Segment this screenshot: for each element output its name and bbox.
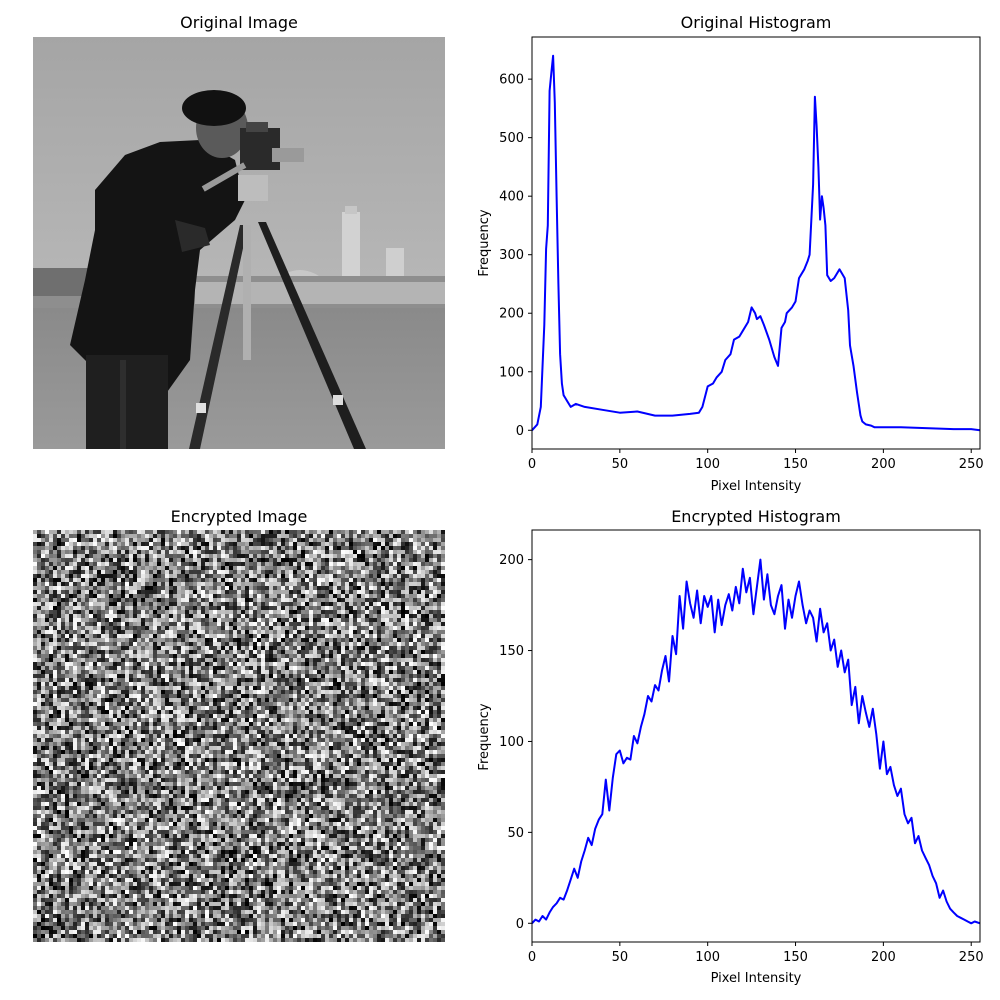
encrypted-histogram-frame [531, 529, 981, 943]
original-histogram-series-line [531, 54, 981, 432]
encrypted-histogram-ytick-label: 50 [507, 826, 524, 841]
encrypted-histogram-ytick-label: 150 [499, 644, 524, 659]
encrypted-histogram-title: Encrypted Histogram [671, 507, 841, 526]
encrypted-histogram-plot-area: 0 50 100 150 200 250 0 50 100 150 200 [499, 553, 983, 965]
original-histogram-ylabel: Frequency [477, 209, 492, 276]
tower [342, 212, 360, 284]
encrypted-histogram-xlabel: Pixel Intensity [711, 971, 802, 986]
encrypted-histogram-ytick-label: 100 [499, 735, 524, 750]
original-histogram-ytick-label: 600 [499, 73, 524, 88]
original-histogram-xtick-label: 100 [695, 457, 720, 472]
encrypted-histogram-xtick-label: 100 [695, 950, 720, 965]
encrypted-histogram-xtick-label: 250 [959, 950, 984, 965]
encrypted-histogram-series-line [531, 558, 981, 925]
encrypted-histogram-xtick-label: 150 [783, 950, 808, 965]
original-histogram-title: Original Histogram [681, 13, 832, 32]
original-image-title: Original Image [180, 13, 298, 32]
original-histogram-ytick-label: 300 [499, 248, 524, 263]
tripod-leg [189, 225, 248, 449]
encrypted-image-panel: Encrypted Image [33, 507, 445, 942]
original-histogram-ytick-label: 400 [499, 190, 524, 205]
original-histogram-ytick-label: 100 [499, 365, 524, 380]
encrypted-image [33, 530, 445, 942]
encrypted-histogram-ylabel: Frequency [477, 703, 492, 770]
original-histogram-plot-area: 0 50 100 150 200 250 0 100 200 300 400 500 600 [499, 54, 984, 472]
encrypted-histogram-ytick-label: 200 [499, 553, 524, 568]
original-histogram-ytick-label: 0 [516, 424, 524, 439]
encrypted-histogram-ytick-label: 0 [516, 917, 524, 932]
original-histogram-xtick-label: 50 [612, 457, 629, 472]
original-histogram-xtick-label: 150 [783, 457, 808, 472]
man-coat [70, 140, 245, 395]
original-histogram-xtick-label: 0 [528, 457, 536, 472]
original-histogram-xtick-label: 250 [959, 457, 984, 472]
encrypted-histogram-xtick-label: 0 [528, 950, 536, 965]
original-histogram-ytick-label: 500 [499, 131, 524, 146]
encrypted-histogram-panel: Encrypted Histogram 0 50 100 150 200 250 0 50 10… [477, 507, 984, 986]
original-histogram-xtick-label: 200 [871, 457, 896, 472]
original-image-panel: Original Image [33, 13, 445, 449]
original-histogram-frame [531, 36, 981, 450]
original-histogram-ytick-label: 200 [499, 307, 524, 322]
original-histogram-xlabel: Pixel Intensity [711, 479, 802, 494]
tripod-leg [258, 222, 366, 449]
original-image [33, 37, 445, 449]
encrypted-histogram-xtick-label: 200 [871, 950, 896, 965]
encrypted-histogram-xtick-label: 50 [612, 950, 629, 965]
original-histogram-panel: Original Histogram 0 50 100 150 200 250 0 100 20… [477, 13, 984, 494]
man-legs [86, 355, 168, 449]
tripod-center-leg [243, 225, 251, 360]
encrypted-image-title: Encrypted Image [171, 507, 308, 526]
